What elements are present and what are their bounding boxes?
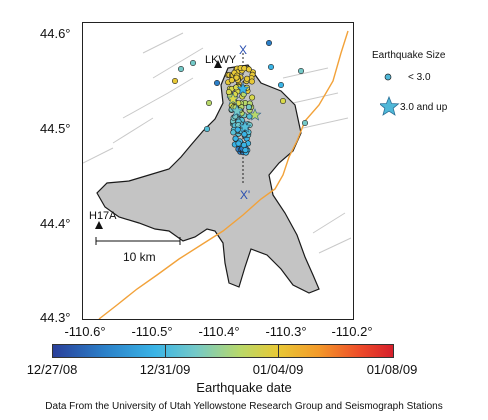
profile-end-marker: X': [240, 188, 250, 202]
earthquake-point: [228, 77, 235, 84]
lon-tick-label: -110.2°: [331, 324, 373, 339]
yellowstone-lake: [96, 64, 320, 294]
earthquake-star: [230, 104, 244, 117]
earthquake-point: [245, 66, 252, 73]
earthquake-point: [266, 39, 273, 46]
map-panel: X X' LKWY H17A 10 km: [82, 22, 354, 320]
earthquake-point: [249, 94, 256, 101]
scale-bar: [95, 237, 181, 245]
earthquake-point: [172, 77, 179, 84]
large-quake-star-icon: [380, 95, 400, 116]
lon-tick-label: -110.3°: [265, 324, 307, 339]
earthquake-point: [241, 131, 248, 138]
station-lkwy-label: LKWY: [205, 54, 237, 66]
earthquake-point: [225, 89, 232, 96]
earthquake-point: [278, 81, 285, 88]
lat-tick-label: 44.4°: [40, 216, 71, 231]
earthquake-star: [238, 120, 252, 133]
earthquake-point: [204, 126, 211, 133]
lon-tick-label: -110.4°: [198, 324, 240, 339]
lat-tick-label: 44.3°: [40, 310, 71, 325]
earthquake-point: [244, 75, 251, 82]
earthquake-point: [178, 65, 185, 72]
colorbar-label: 01/08/09: [366, 362, 418, 377]
earthquake-point: [302, 120, 309, 127]
earthquake-point: [298, 67, 305, 74]
earthquake-point: [234, 126, 241, 133]
profile-start-marker: X: [239, 43, 247, 57]
earthquake-star: [236, 82, 250, 95]
earthquake-point: [233, 74, 240, 81]
legend-title: Earthquake Size: [372, 50, 446, 61]
earthquake-point: [242, 147, 249, 154]
station-h17a-label: H17A: [89, 210, 117, 222]
earthquake-cluster: [172, 39, 309, 156]
caldera-boundary: [98, 30, 349, 319]
earthquake-star: [248, 108, 262, 121]
earthquake-point: [214, 79, 221, 86]
colorbar-tick: [278, 344, 279, 358]
earthquake-star: [226, 92, 240, 105]
earthquake-point: [206, 100, 213, 107]
earthquake-point: [230, 129, 237, 136]
small-quake-icon: [384, 73, 392, 81]
scale-bar-label: 10 km: [123, 250, 156, 264]
colorbar-label: 12/27/08: [26, 362, 78, 377]
lat-tick-label: 44.6°: [40, 26, 71, 41]
station-lkwy-marker: [214, 60, 222, 68]
lon-tick-label: -110.6°: [64, 324, 106, 339]
legend-large-label: 3.0 and up: [400, 102, 448, 113]
earthquake-point: [280, 98, 287, 105]
station-h17a-marker: [95, 221, 103, 229]
lat-tick-label: 44.5°: [40, 121, 71, 136]
colorbar-title: Earthquake date: [196, 380, 292, 395]
colorbar-tick: [165, 344, 166, 358]
earthquake-point: [268, 63, 275, 70]
date-colorbar: [52, 344, 394, 358]
earthquake-point: [232, 135, 239, 142]
fault-lines: [83, 32, 352, 254]
earthquake-point: [190, 59, 197, 66]
colorbar-label: 12/31/09: [139, 362, 191, 377]
colorbar-label: 01/04/09: [252, 362, 304, 377]
legend-symbols: [380, 73, 400, 116]
earthquake-point: [235, 140, 242, 147]
data-credit: Data From the University of Utah Yellows…: [45, 401, 443, 412]
lon-tick-label: -110.5°: [131, 324, 173, 339]
earthquake-point: [245, 104, 252, 111]
earthquake-point: [241, 142, 248, 149]
legend-small-label: < 3.0: [408, 72, 431, 83]
earthquake-point: [248, 78, 255, 85]
map-canvas: X X' LKWY H17A 10 km: [83, 30, 352, 319]
